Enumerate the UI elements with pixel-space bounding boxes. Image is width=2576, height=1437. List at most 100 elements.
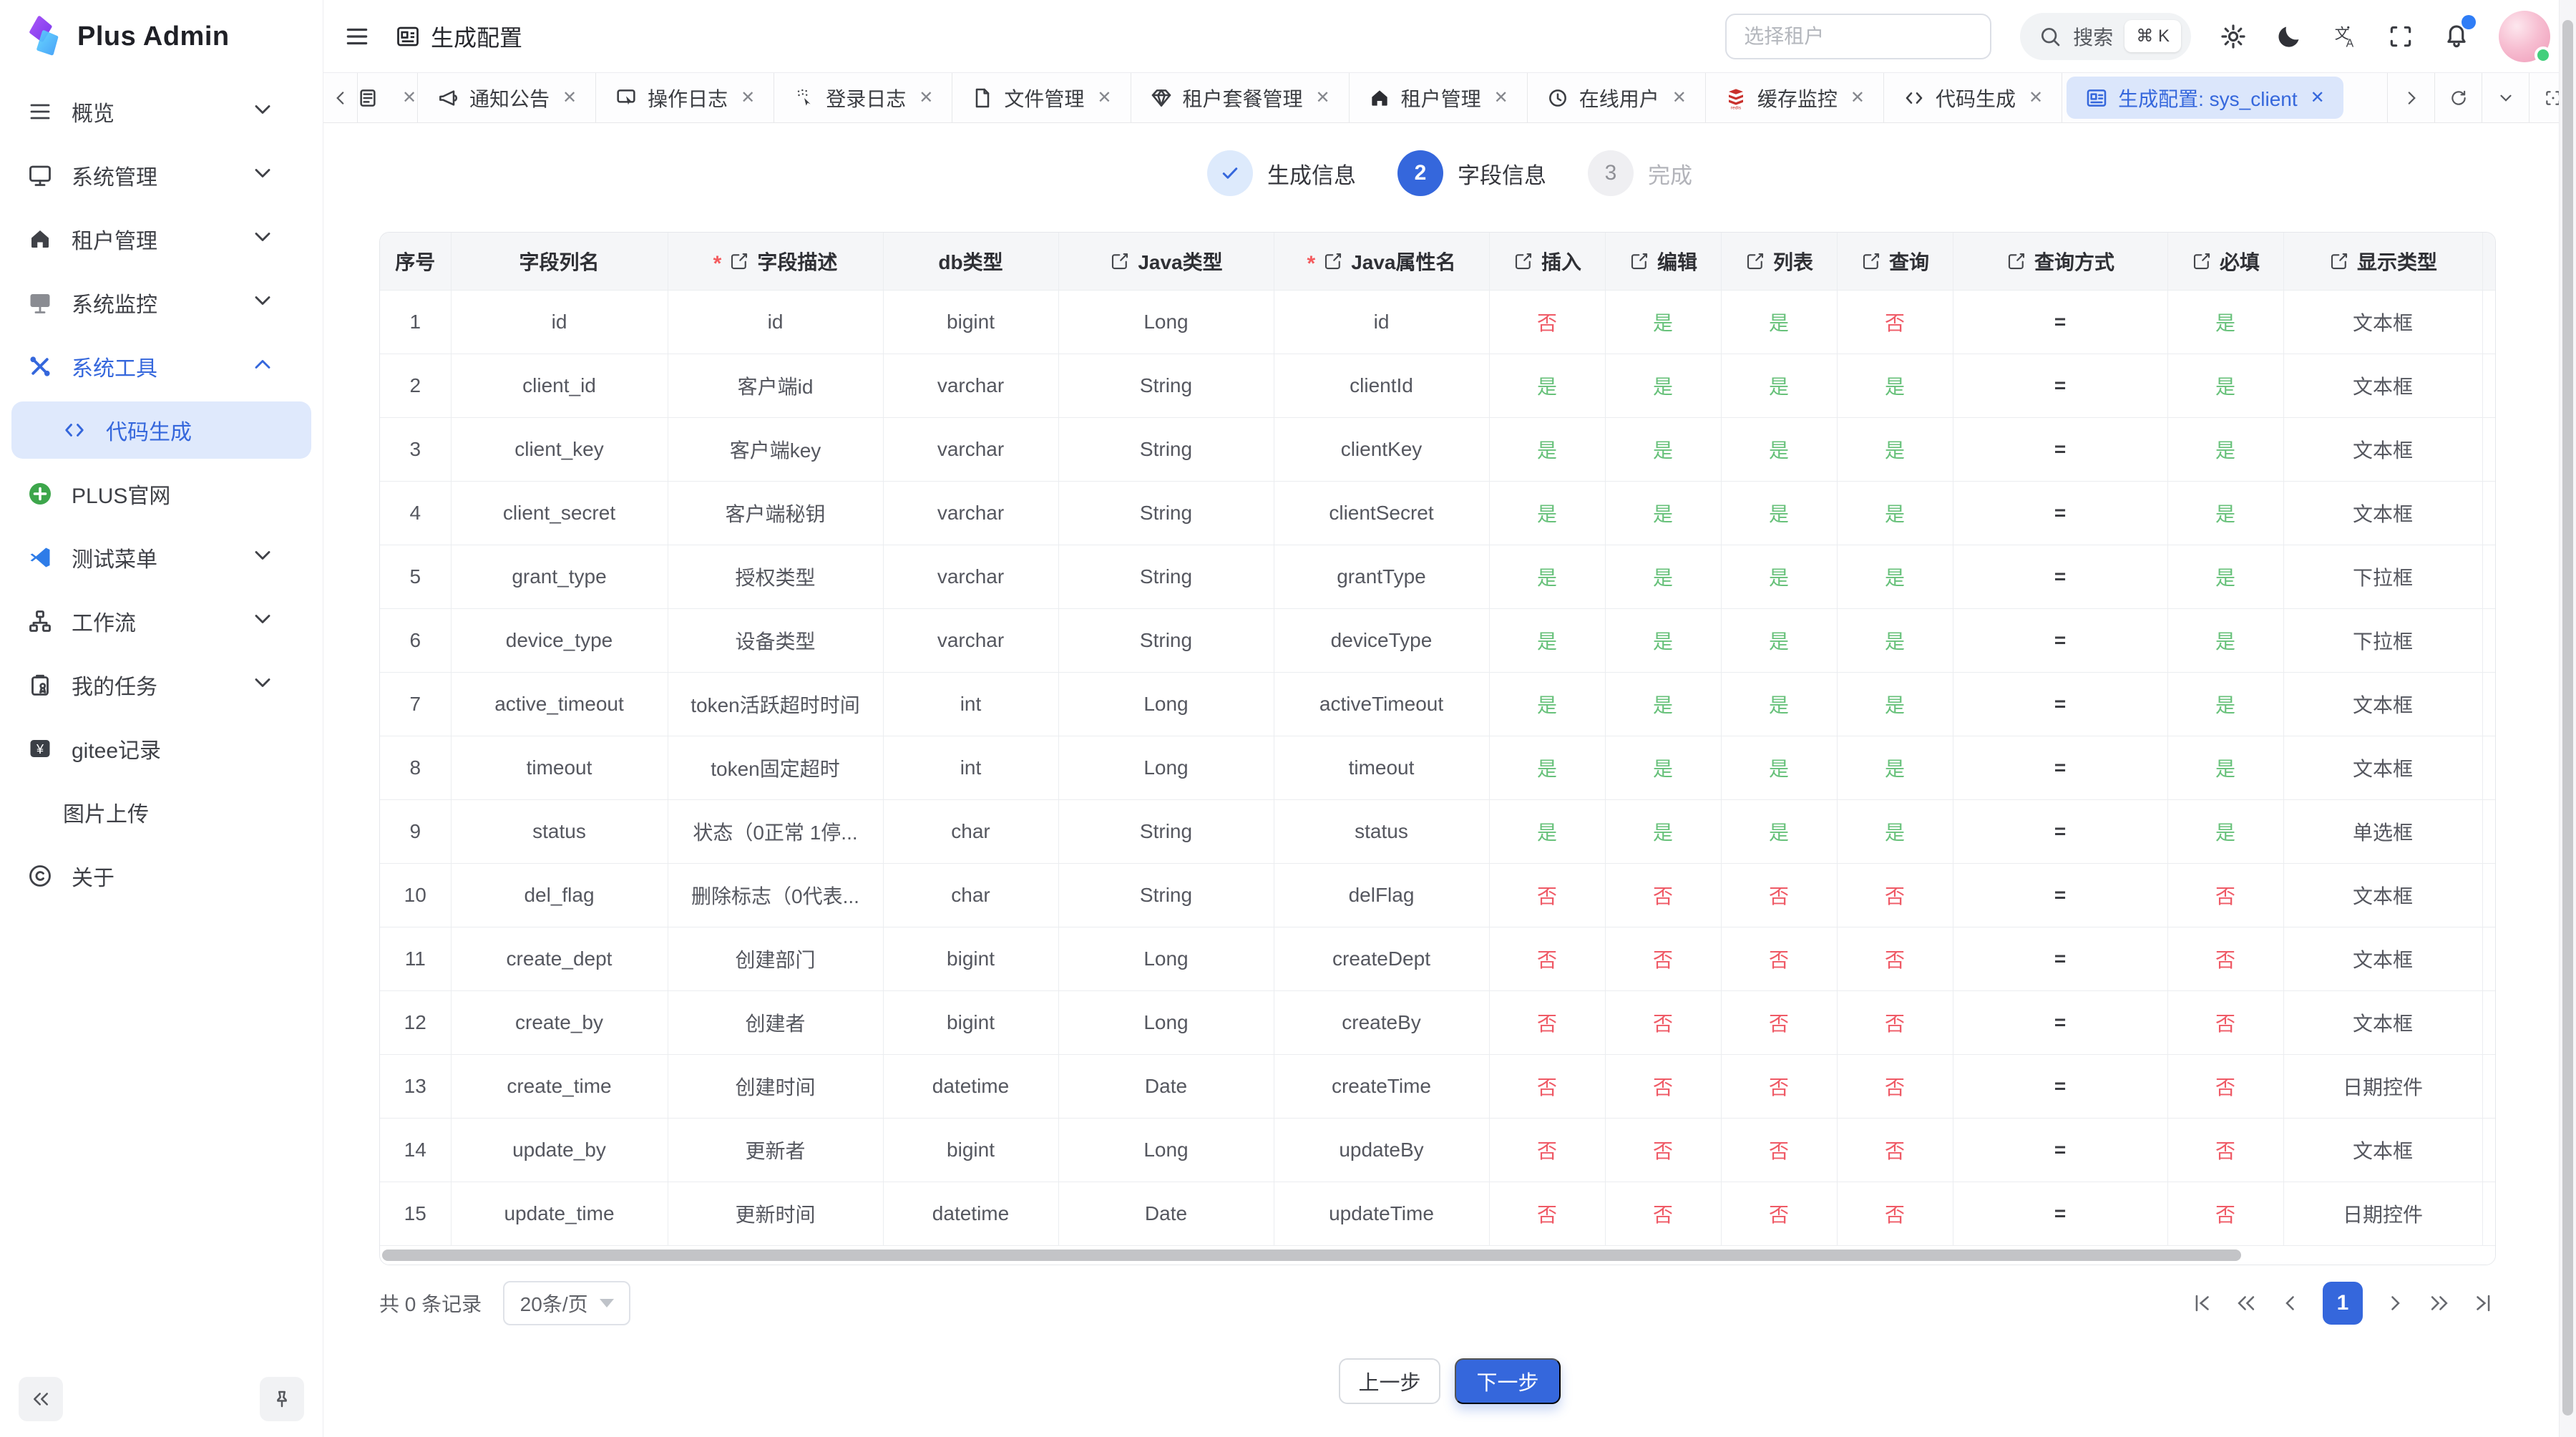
cell-java[interactable]: String	[1058, 799, 1274, 864]
hamburger-menu-icon[interactable]	[343, 23, 371, 50]
cell-op[interactable]: =	[1953, 1182, 2168, 1246]
cell-attr[interactable]: deviceType	[1274, 608, 1490, 673]
cell-attr[interactable]: id	[1274, 290, 1490, 354]
sidebar-item-2[interactable]: 租户管理	[11, 210, 311, 268]
cell-query[interactable]: 是	[1837, 354, 1953, 418]
tabs-scroll-left-button[interactable]	[323, 73, 358, 122]
sidebar-item-7[interactable]: 测试菜单	[11, 529, 311, 586]
jump-back-button[interactable]	[2234, 1291, 2258, 1315]
cell-display[interactable]: 文本框	[2283, 1118, 2483, 1182]
cell-display[interactable]: 下拉框	[2283, 545, 2483, 609]
tab-租户管理[interactable]: 租户管理 ✕	[1350, 73, 1528, 122]
cell-java[interactable]: String	[1058, 608, 1274, 673]
cell-required[interactable]: 否	[2167, 927, 2284, 991]
cell-java[interactable]: String	[1058, 354, 1274, 418]
cell-java[interactable]: Date	[1058, 1182, 1274, 1246]
cell-query[interactable]: 否	[1837, 1054, 1953, 1119]
cell-edit[interactable]: 是	[1605, 290, 1722, 354]
cell-display[interactable]: 单选框	[2283, 799, 2483, 864]
cell-desc[interactable]: token固定超时	[668, 736, 884, 800]
sidebar-item-10[interactable]: ¥ gitee记录	[11, 720, 311, 777]
tab-actions-dropdown-button[interactable]	[2482, 73, 2529, 122]
cell-edit[interactable]: 是	[1605, 799, 1722, 864]
tab-clipped[interactable]: ✕	[358, 73, 418, 122]
cell-list[interactable]: 是	[1721, 672, 1838, 736]
cell-attr[interactable]: updateBy	[1274, 1118, 1490, 1182]
translate-icon[interactable]: 文 A	[2331, 23, 2358, 50]
next-page-button[interactable]	[2383, 1291, 2407, 1315]
prev-page-button[interactable]	[2278, 1291, 2303, 1315]
cell-java[interactable]: String	[1058, 481, 1274, 545]
cell-java[interactable]: Date	[1058, 1054, 1274, 1119]
cell-insert[interactable]: 是	[1489, 417, 1606, 482]
cell-display[interactable]: 文本框	[2283, 990, 2483, 1055]
cell-edit[interactable]: 否	[1605, 1054, 1722, 1119]
cell-insert[interactable]: 是	[1489, 736, 1606, 800]
cell-display[interactable]: 下拉框	[2283, 608, 2483, 673]
cell-list[interactable]: 否	[1721, 1118, 1838, 1182]
cell-query[interactable]: 否	[1837, 863, 1953, 927]
last-page-button[interactable]	[2472, 1291, 2496, 1315]
cell-required[interactable]: 是	[2167, 417, 2284, 482]
cell-op[interactable]: =	[1953, 417, 2168, 482]
cell-list[interactable]: 否	[1721, 1182, 1838, 1246]
cell-list[interactable]: 否	[1721, 990, 1838, 1055]
search-button[interactable]: 搜索 ⌘ K	[2020, 12, 2191, 60]
cell-op[interactable]: =	[1953, 672, 2168, 736]
cell-desc[interactable]: 客户端id	[668, 354, 884, 418]
cell-desc[interactable]: 更新者	[668, 1118, 884, 1182]
cell-insert[interactable]: 否	[1489, 927, 1606, 991]
tab-操作日志[interactable]: 操作日志 ✕	[596, 73, 775, 122]
tab-文件管理[interactable]: 文件管理 ✕	[952, 73, 1131, 122]
cell-query[interactable]: 否	[1837, 290, 1953, 354]
cell-display[interactable]: 日期控件	[2283, 1054, 2483, 1119]
cell-insert[interactable]: 否	[1489, 290, 1606, 354]
cell-display[interactable]: 文本框	[2283, 481, 2483, 545]
refresh-tab-button[interactable]	[2434, 73, 2482, 122]
cell-edit[interactable]: 否	[1605, 927, 1722, 991]
notifications-button[interactable]	[2443, 15, 2476, 52]
cell-attr[interactable]: delFlag	[1274, 863, 1490, 927]
cell-edit[interactable]: 是	[1605, 608, 1722, 673]
cell-required[interactable]: 是	[2167, 290, 2284, 354]
jump-forward-button[interactable]	[2427, 1291, 2451, 1315]
cell-desc[interactable]: 客户端key	[668, 417, 884, 482]
cell-attr[interactable]: createTime	[1274, 1054, 1490, 1119]
tab-代码生成[interactable]: 代码生成 ✕	[1884, 73, 2063, 122]
cell-edit[interactable]: 是	[1605, 354, 1722, 418]
cell-desc[interactable]: 创建部门	[668, 927, 884, 991]
pin-sidebar-button[interactable]	[260, 1377, 304, 1421]
cell-op[interactable]: =	[1953, 990, 2168, 1055]
current-page-button[interactable]: 1	[2323, 1281, 2363, 1325]
sidebar-item-0[interactable]: 概览	[11, 83, 311, 140]
close-icon[interactable]: ✕	[1850, 88, 1865, 107]
cell-display[interactable]: 文本框	[2283, 417, 2483, 482]
close-icon[interactable]: ✕	[402, 88, 417, 107]
cell-required[interactable]: 是	[2167, 481, 2284, 545]
cell-required[interactable]: 是	[2167, 608, 2284, 673]
cell-java[interactable]: Long	[1058, 290, 1274, 354]
cell-java[interactable]: String	[1058, 545, 1274, 609]
cell-display[interactable]: 文本框	[2283, 927, 2483, 991]
step-3[interactable]: 3 完成	[1588, 150, 1692, 196]
cell-op[interactable]: =	[1953, 354, 2168, 418]
cell-java[interactable]: Long	[1058, 927, 1274, 991]
cell-op[interactable]: =	[1953, 927, 2168, 991]
cell-op[interactable]: =	[1953, 290, 2168, 354]
close-icon[interactable]: ✕	[1672, 88, 1687, 107]
cell-op[interactable]: =	[1953, 481, 2168, 545]
tab-生成配置: sys_client[interactable]: 生成配置: sys_client ✕	[2067, 77, 2343, 119]
sidebar-item-1[interactable]: 系统管理	[11, 147, 311, 204]
cell-attr[interactable]: createBy	[1274, 990, 1490, 1055]
close-icon[interactable]: ✕	[2029, 88, 2044, 107]
cell-list[interactable]: 否	[1721, 863, 1838, 927]
close-icon[interactable]: ✕	[1493, 88, 1508, 107]
cell-required[interactable]: 是	[2167, 545, 2284, 609]
sidebar-item-11[interactable]: 图片上传	[11, 784, 311, 841]
tab-登录日志[interactable]: 登录日志 ✕	[774, 73, 953, 122]
content-fullscreen-button[interactable]	[2529, 73, 2576, 122]
cell-desc[interactable]: 状态（0正常 1停...	[668, 799, 884, 864]
dark-mode-moon-icon[interactable]	[2275, 23, 2303, 50]
tab-租户套餐管理[interactable]: 租户套餐管理 ✕	[1131, 73, 1350, 122]
cell-list[interactable]: 是	[1721, 736, 1838, 800]
